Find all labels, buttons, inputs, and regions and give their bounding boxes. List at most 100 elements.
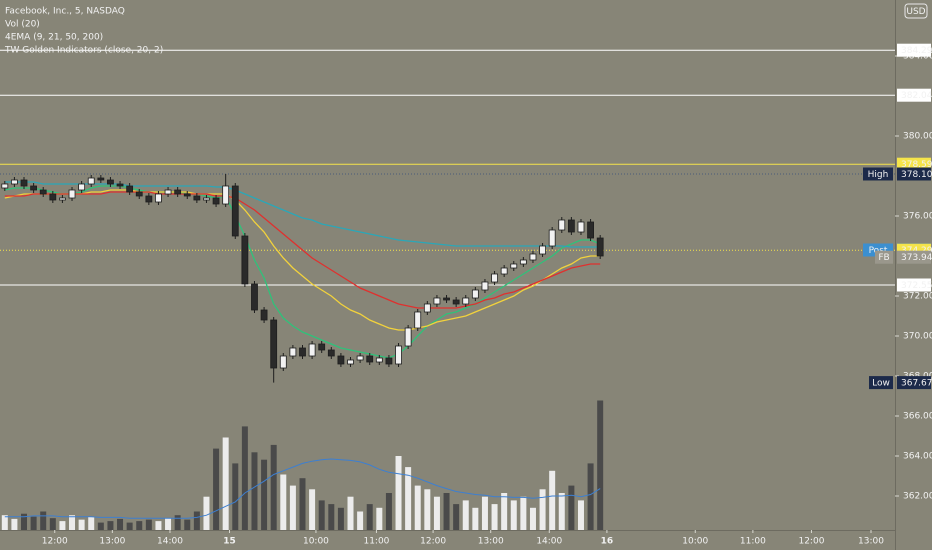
price-tag-label: 382.04 — [901, 91, 932, 101]
volume-bar — [337, 507, 344, 530]
candle-body — [222, 185, 230, 205]
volume-bar — [577, 500, 584, 530]
volume-bar — [405, 467, 412, 530]
volume-bar — [1, 515, 8, 530]
price-tag-name: FB — [878, 253, 889, 263]
ema-line — [4, 191, 601, 309]
volume-bar — [453, 504, 460, 530]
candle-body — [567, 219, 575, 233]
price-tag-box — [897, 43, 931, 57]
volume-bar — [145, 519, 152, 530]
candle-body — [308, 343, 316, 357]
volume-bar — [184, 519, 191, 530]
price-tag-label: 378.59 — [901, 160, 932, 170]
candle-body — [423, 303, 431, 313]
x-tick-label: 13:00 — [858, 537, 884, 547]
volume-bar — [318, 500, 325, 530]
x-tick-label: 10:00 — [682, 537, 708, 547]
candle-body — [212, 197, 220, 205]
volume-bar — [520, 496, 527, 530]
candle-body — [327, 349, 335, 357]
x-tick-label: 11:00 — [740, 537, 766, 547]
candle-body — [270, 319, 278, 369]
ema-line — [4, 185, 601, 359]
candle-body — [174, 189, 182, 195]
candle-body — [78, 183, 86, 191]
x-tick-label: 12:00 — [420, 537, 446, 547]
candle-body — [203, 197, 210, 201]
volume-bar — [213, 448, 220, 530]
volume-bar — [433, 496, 440, 530]
candle-body — [491, 273, 498, 283]
candle-body — [289, 347, 297, 357]
candle-body — [20, 179, 28, 187]
volume-bar — [510, 500, 517, 530]
candle-body — [587, 221, 594, 239]
volume-bar — [501, 493, 508, 530]
x-tick-label: 12:00 — [42, 537, 68, 547]
volume-bar — [539, 489, 546, 530]
candle-body — [375, 357, 383, 363]
candle-body — [164, 189, 172, 195]
volume-bar — [481, 496, 488, 530]
x-tick-label: 14:00 — [536, 537, 562, 547]
candle-body — [366, 355, 374, 363]
price-tag-label: 378.10 — [901, 170, 932, 180]
candle-body — [183, 193, 191, 197]
price-tag-name: Low — [872, 379, 890, 389]
currency[interactable]: USD — [906, 7, 925, 17]
candle-body — [337, 355, 345, 365]
volume-bar — [193, 511, 200, 530]
volume-bar — [11, 518, 18, 530]
y-tick-label: 370.00 — [903, 332, 932, 342]
ema-line — [4, 189, 601, 331]
volume-bar — [107, 521, 114, 530]
candle-body — [596, 237, 604, 257]
currency-box[interactable] — [904, 3, 928, 19]
volume-bar — [165, 518, 172, 530]
volume-bar — [414, 485, 421, 530]
price-tag-box — [897, 88, 931, 102]
price-tag-box — [897, 250, 931, 264]
volume-bar — [136, 521, 143, 530]
y-tick-label: 376.00 — [903, 212, 932, 222]
y-tick-label: 380.00 — [903, 132, 932, 142]
candle-body — [126, 185, 134, 193]
candle-body — [395, 345, 402, 365]
volume-bar — [289, 485, 296, 530]
legend-volume: Vol (20) — [5, 20, 40, 30]
candle-body — [39, 189, 47, 195]
candle-body — [116, 183, 124, 187]
volume-bar — [117, 518, 124, 530]
price-tag-box — [897, 278, 931, 292]
candle-body — [87, 177, 95, 185]
candle-body — [251, 283, 258, 311]
volume-bar — [491, 504, 498, 530]
candle-body — [347, 359, 354, 365]
volume-bar — [222, 437, 229, 530]
candle-body — [260, 309, 268, 321]
volume-bar — [59, 521, 66, 530]
x-tick-label: 12:00 — [798, 537, 824, 547]
volume-bar — [174, 515, 181, 530]
volume-bar — [587, 463, 594, 530]
price-tag-name-box — [869, 376, 893, 390]
volume-bar — [568, 485, 575, 530]
volume-bar — [69, 515, 76, 530]
candle-body — [462, 297, 470, 305]
candle-body — [414, 311, 422, 329]
price-tag-name-box — [875, 250, 893, 264]
x-tick-label: 15 — [223, 537, 236, 547]
y-tick-label: 372.00 — [903, 292, 932, 302]
volume-bar — [462, 500, 469, 530]
y-tick-label: 366.00 — [903, 412, 932, 422]
legend-symbol: Facebook, Inc., 5, NASDAQ — [5, 7, 125, 17]
legend-indicator: TW Golden Indicators (close, 20, 2) — [4, 46, 163, 56]
x-tick-label: 13:00 — [99, 537, 125, 547]
volume-bar — [155, 521, 162, 530]
volume-bar — [309, 489, 316, 530]
volume-bar — [251, 452, 258, 530]
volume-bar — [241, 426, 248, 530]
price-tag-name: High — [868, 170, 889, 180]
